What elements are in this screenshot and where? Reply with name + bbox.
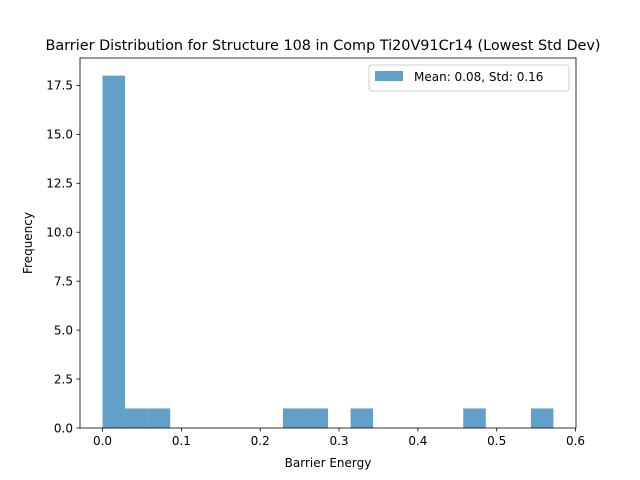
y-axis-label: Frequency: [21, 212, 35, 274]
histogram-bar: [530, 408, 554, 428]
y-tick-label: 0.0: [54, 421, 73, 435]
legend: Mean: 0.08, Std: 0.16: [368, 64, 570, 92]
chart-title: Barrier Distribution for Structure 108 i…: [45, 38, 600, 54]
histogram-bar: [102, 75, 126, 428]
histogram-bar: [147, 408, 171, 428]
histogram-bar: [463, 408, 486, 428]
plot-frame: [79, 57, 577, 429]
y-tick-label: 17.5: [46, 79, 73, 93]
x-tick-label: 0.0: [93, 434, 112, 448]
bars-group: [102, 75, 554, 428]
x-tick-label: 0.1: [172, 434, 191, 448]
histogram-bar: [350, 408, 374, 428]
x-axis-ticks: 0.0 0.1 0.2 0.3 0.4 0.5 0.6: [93, 428, 585, 448]
x-tick-label: 0.5: [487, 434, 506, 448]
y-tick-label: 10.0: [46, 226, 73, 240]
y-tick-label: 2.5: [54, 372, 73, 386]
x-tick-label: 0.4: [408, 434, 427, 448]
y-tick-label: 5.0: [54, 323, 73, 337]
x-axis-label: Barrier Energy: [285, 456, 372, 470]
histogram-bar: [305, 408, 328, 428]
y-tick-label: 15.0: [46, 128, 73, 142]
x-tick-label: 0.2: [251, 434, 270, 448]
y-axis-ticks: 0.0 2.5 5.0 7.5 10.0 12.5 15.0 17.5: [46, 79, 80, 435]
x-tick-label: 0.3: [329, 434, 348, 448]
histogram-bar: [125, 408, 148, 428]
y-tick-label: 7.5: [54, 274, 73, 288]
legend-label: Mean: 0.08, Std: 0.16: [414, 70, 543, 84]
histogram-bar: [282, 408, 306, 428]
legend-frame: [368, 64, 570, 92]
legend-swatch: [375, 71, 403, 81]
y-tick-label: 12.5: [46, 177, 73, 191]
x-tick-label: 0.6: [566, 434, 585, 448]
